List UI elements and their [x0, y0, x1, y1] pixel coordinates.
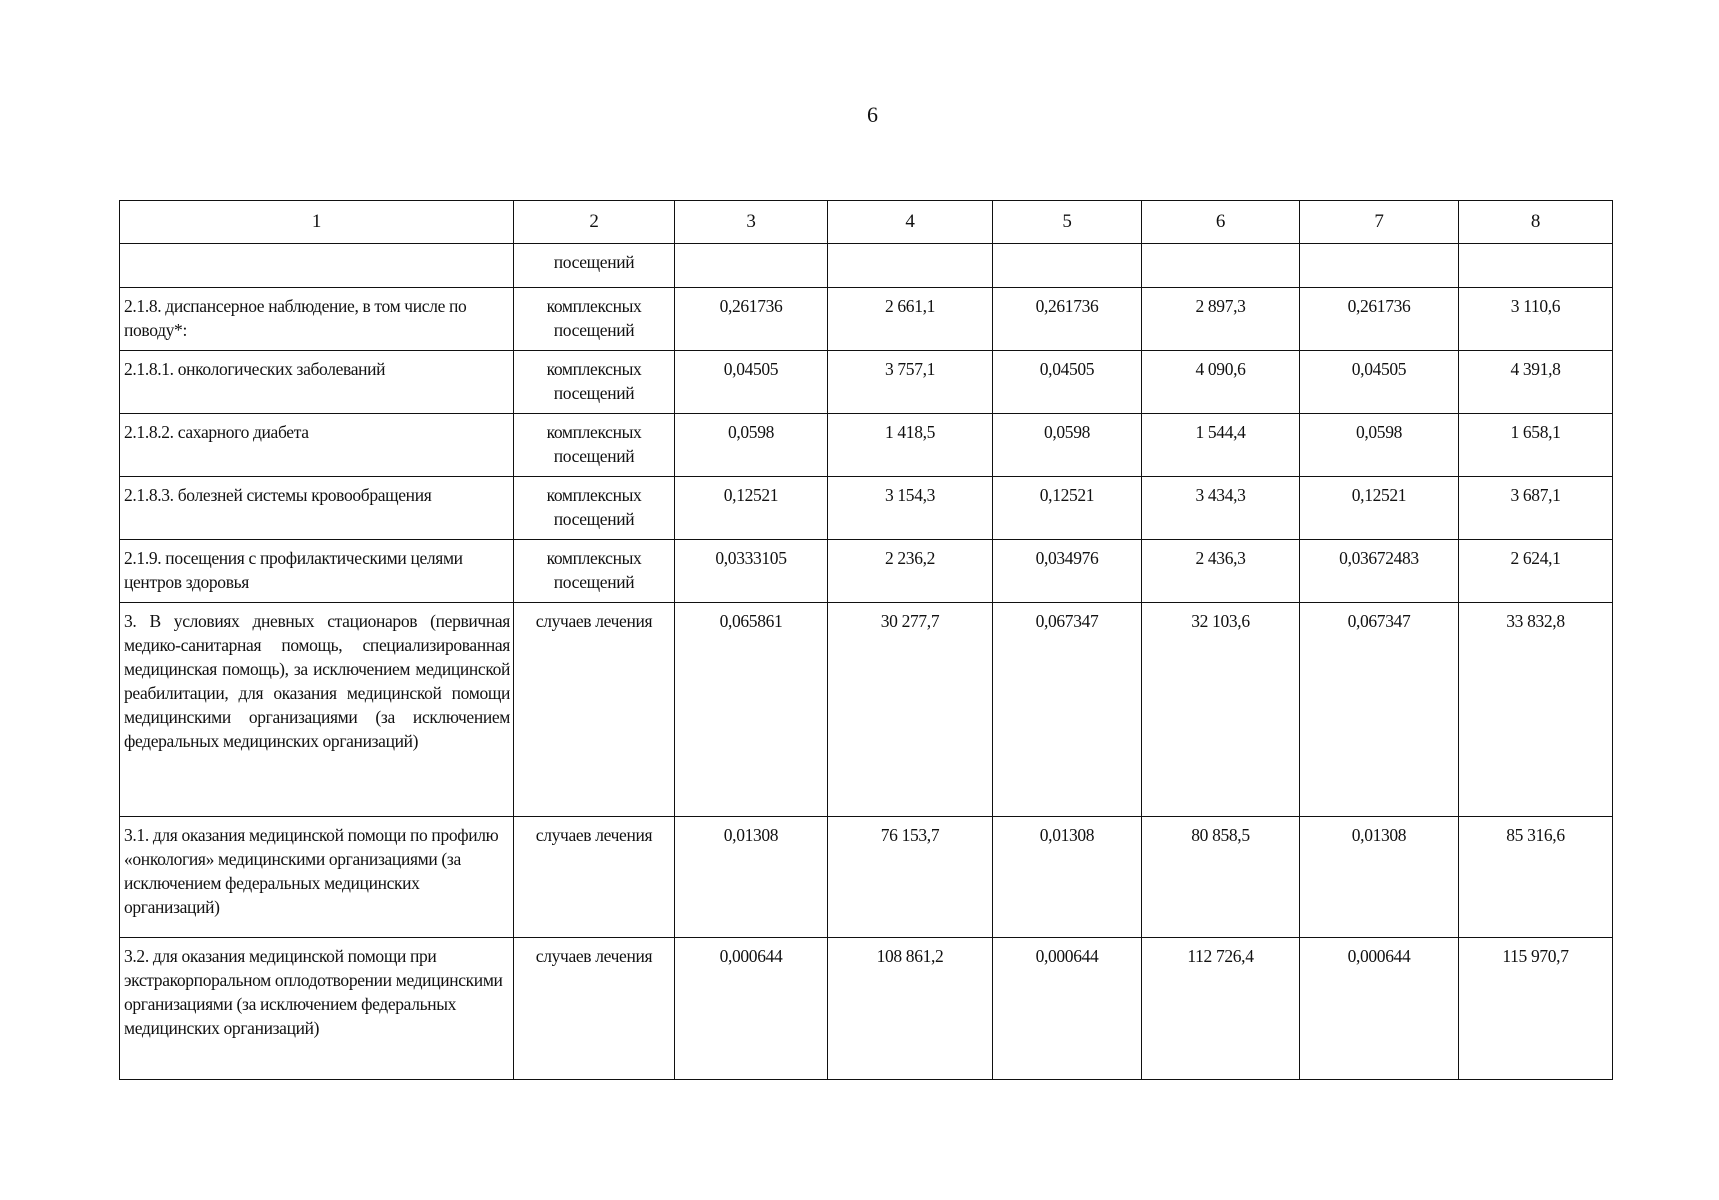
- table-row: 2.1.8. диспансерное наблюдение, в том чи…: [119, 287, 1613, 351]
- column-header: 6: [1141, 200, 1300, 244]
- column-header: 4: [827, 200, 993, 244]
- unit-cell: случаев лечения: [513, 937, 675, 1080]
- value-cell: 0,01308: [1299, 816, 1459, 938]
- value-cell: 0,03672483: [1299, 539, 1459, 603]
- value-cell: 0,0598: [674, 413, 828, 477]
- value-cell: 0,067347: [1299, 602, 1459, 817]
- value-cell: [1458, 243, 1613, 288]
- value-cell: 2 897,3: [1141, 287, 1300, 351]
- value-cell: 0,04505: [1299, 350, 1459, 414]
- value-cell: 2 661,1: [827, 287, 993, 351]
- value-cell: 30 277,7: [827, 602, 993, 817]
- value-cell: [1299, 243, 1459, 288]
- value-cell: 4 090,6: [1141, 350, 1300, 414]
- value-cell: 3 110,6: [1458, 287, 1613, 351]
- value-cell: 0,12521: [992, 476, 1142, 540]
- unit-cell: комплексных посещений: [513, 350, 675, 414]
- data-table: 1 2 3 4 5 6 7 8 посещений 2.1.8. диспансе…: [119, 200, 1613, 1080]
- value-cell: 0,12521: [674, 476, 828, 540]
- unit-cell: посещений: [513, 243, 675, 288]
- column-header: 1: [119, 200, 514, 244]
- value-cell: 85 316,6: [1458, 816, 1613, 938]
- table-row: 3.1. для оказания медицинской помощи по …: [119, 816, 1613, 938]
- value-cell: 0,0598: [1299, 413, 1459, 477]
- value-cell: [992, 243, 1142, 288]
- header-row: 1 2 3 4 5 6 7 8: [119, 200, 1613, 244]
- value-cell: 108 861,2: [827, 937, 993, 1080]
- value-cell: 3 757,1: [827, 350, 993, 414]
- value-cell: 0,065861: [674, 602, 828, 817]
- unit-cell: комплексных посещений: [513, 539, 675, 603]
- unit-cell: случаев лечения: [513, 816, 675, 938]
- value-cell: 32 103,6: [1141, 602, 1300, 817]
- value-cell: 2 236,2: [827, 539, 993, 603]
- value-cell: 4 391,8: [1458, 350, 1613, 414]
- table-row: 3. В условиях дневных стационаров (перви…: [119, 602, 1613, 817]
- value-cell: 0,0598: [992, 413, 1142, 477]
- value-cell: 0,01308: [992, 816, 1142, 938]
- table-row: 2.1.8.3. болезней системы кровообращения…: [119, 476, 1613, 540]
- row-name-cell: 3.2. для оказания медицинской помощи при…: [119, 937, 514, 1080]
- value-cell: 3 434,3: [1141, 476, 1300, 540]
- page-number: 6: [867, 102, 878, 127]
- value-cell: 1 658,1: [1458, 413, 1613, 477]
- value-cell: 0,261736: [1299, 287, 1459, 351]
- value-cell: [827, 243, 993, 288]
- value-cell: 1 418,5: [827, 413, 993, 477]
- value-cell: 3 687,1: [1458, 476, 1613, 540]
- value-cell: 2 624,1: [1458, 539, 1613, 603]
- row-name-cell: 3.1. для оказания медицинской помощи по …: [119, 816, 514, 938]
- column-header: 3: [674, 200, 828, 244]
- row-name-cell: [119, 243, 514, 288]
- row-name-cell: 2.1.8.2. сахарного диабета: [119, 413, 514, 477]
- row-name-cell: 2.1.8.1. онкологических заболеваний: [119, 350, 514, 414]
- unit-cell: комплексных посещений: [513, 476, 675, 540]
- value-cell: 3 154,3: [827, 476, 993, 540]
- row-name-cell: 3. В условиях дневных стационаров (перви…: [119, 602, 514, 817]
- unit-cell: комплексных посещений: [513, 413, 675, 477]
- value-cell: [674, 243, 828, 288]
- row-name-cell: 2.1.8.3. болезней системы кровообращения: [119, 476, 514, 540]
- unit-cell: случаев лечения: [513, 602, 675, 817]
- value-cell: 0,261736: [992, 287, 1142, 351]
- value-cell: 0,067347: [992, 602, 1142, 817]
- table-row: 3.2. для оказания медицинской помощи при…: [119, 937, 1613, 1080]
- value-cell: 0,04505: [674, 350, 828, 414]
- column-header: 5: [992, 200, 1142, 244]
- value-cell: 0,000644: [674, 937, 828, 1080]
- value-cell: 2 436,3: [1141, 539, 1300, 603]
- value-cell: 112 726,4: [1141, 937, 1300, 1080]
- table-row: 2.1.8.2. сахарного диабета комплексных по…: [119, 413, 1613, 477]
- value-cell: 115 970,7: [1458, 937, 1613, 1080]
- value-cell: 80 858,5: [1141, 816, 1300, 938]
- table-row: 2.1.8.1. онкологических заболеваний компл…: [119, 350, 1613, 414]
- column-header: 2: [513, 200, 675, 244]
- value-cell: 0,000644: [992, 937, 1142, 1080]
- column-header: 7: [1299, 200, 1459, 244]
- value-cell: 0,01308: [674, 816, 828, 938]
- value-cell: 0,261736: [674, 287, 828, 351]
- column-header: 8: [1458, 200, 1613, 244]
- value-cell: 0,000644: [1299, 937, 1459, 1080]
- table-row: 2.1.9. посещения с профилактическими цел…: [119, 539, 1613, 603]
- value-cell: 33 832,8: [1458, 602, 1613, 817]
- value-cell: 0,034976: [992, 539, 1142, 603]
- unit-cell: комплексных посещений: [513, 287, 675, 351]
- value-cell: 0,04505: [992, 350, 1142, 414]
- value-cell: 0,12521: [1299, 476, 1459, 540]
- row-name-cell: 2.1.9. посещения с профилактическими цел…: [119, 539, 514, 603]
- value-cell: [1141, 243, 1300, 288]
- row-name-cell: 2.1.8. диспансерное наблюдение, в том чи…: [119, 287, 514, 351]
- value-cell: 76 153,7: [827, 816, 993, 938]
- value-cell: 1 544,4: [1141, 413, 1300, 477]
- table-row: посещений: [119, 243, 1613, 288]
- value-cell: 0,0333105: [674, 539, 828, 603]
